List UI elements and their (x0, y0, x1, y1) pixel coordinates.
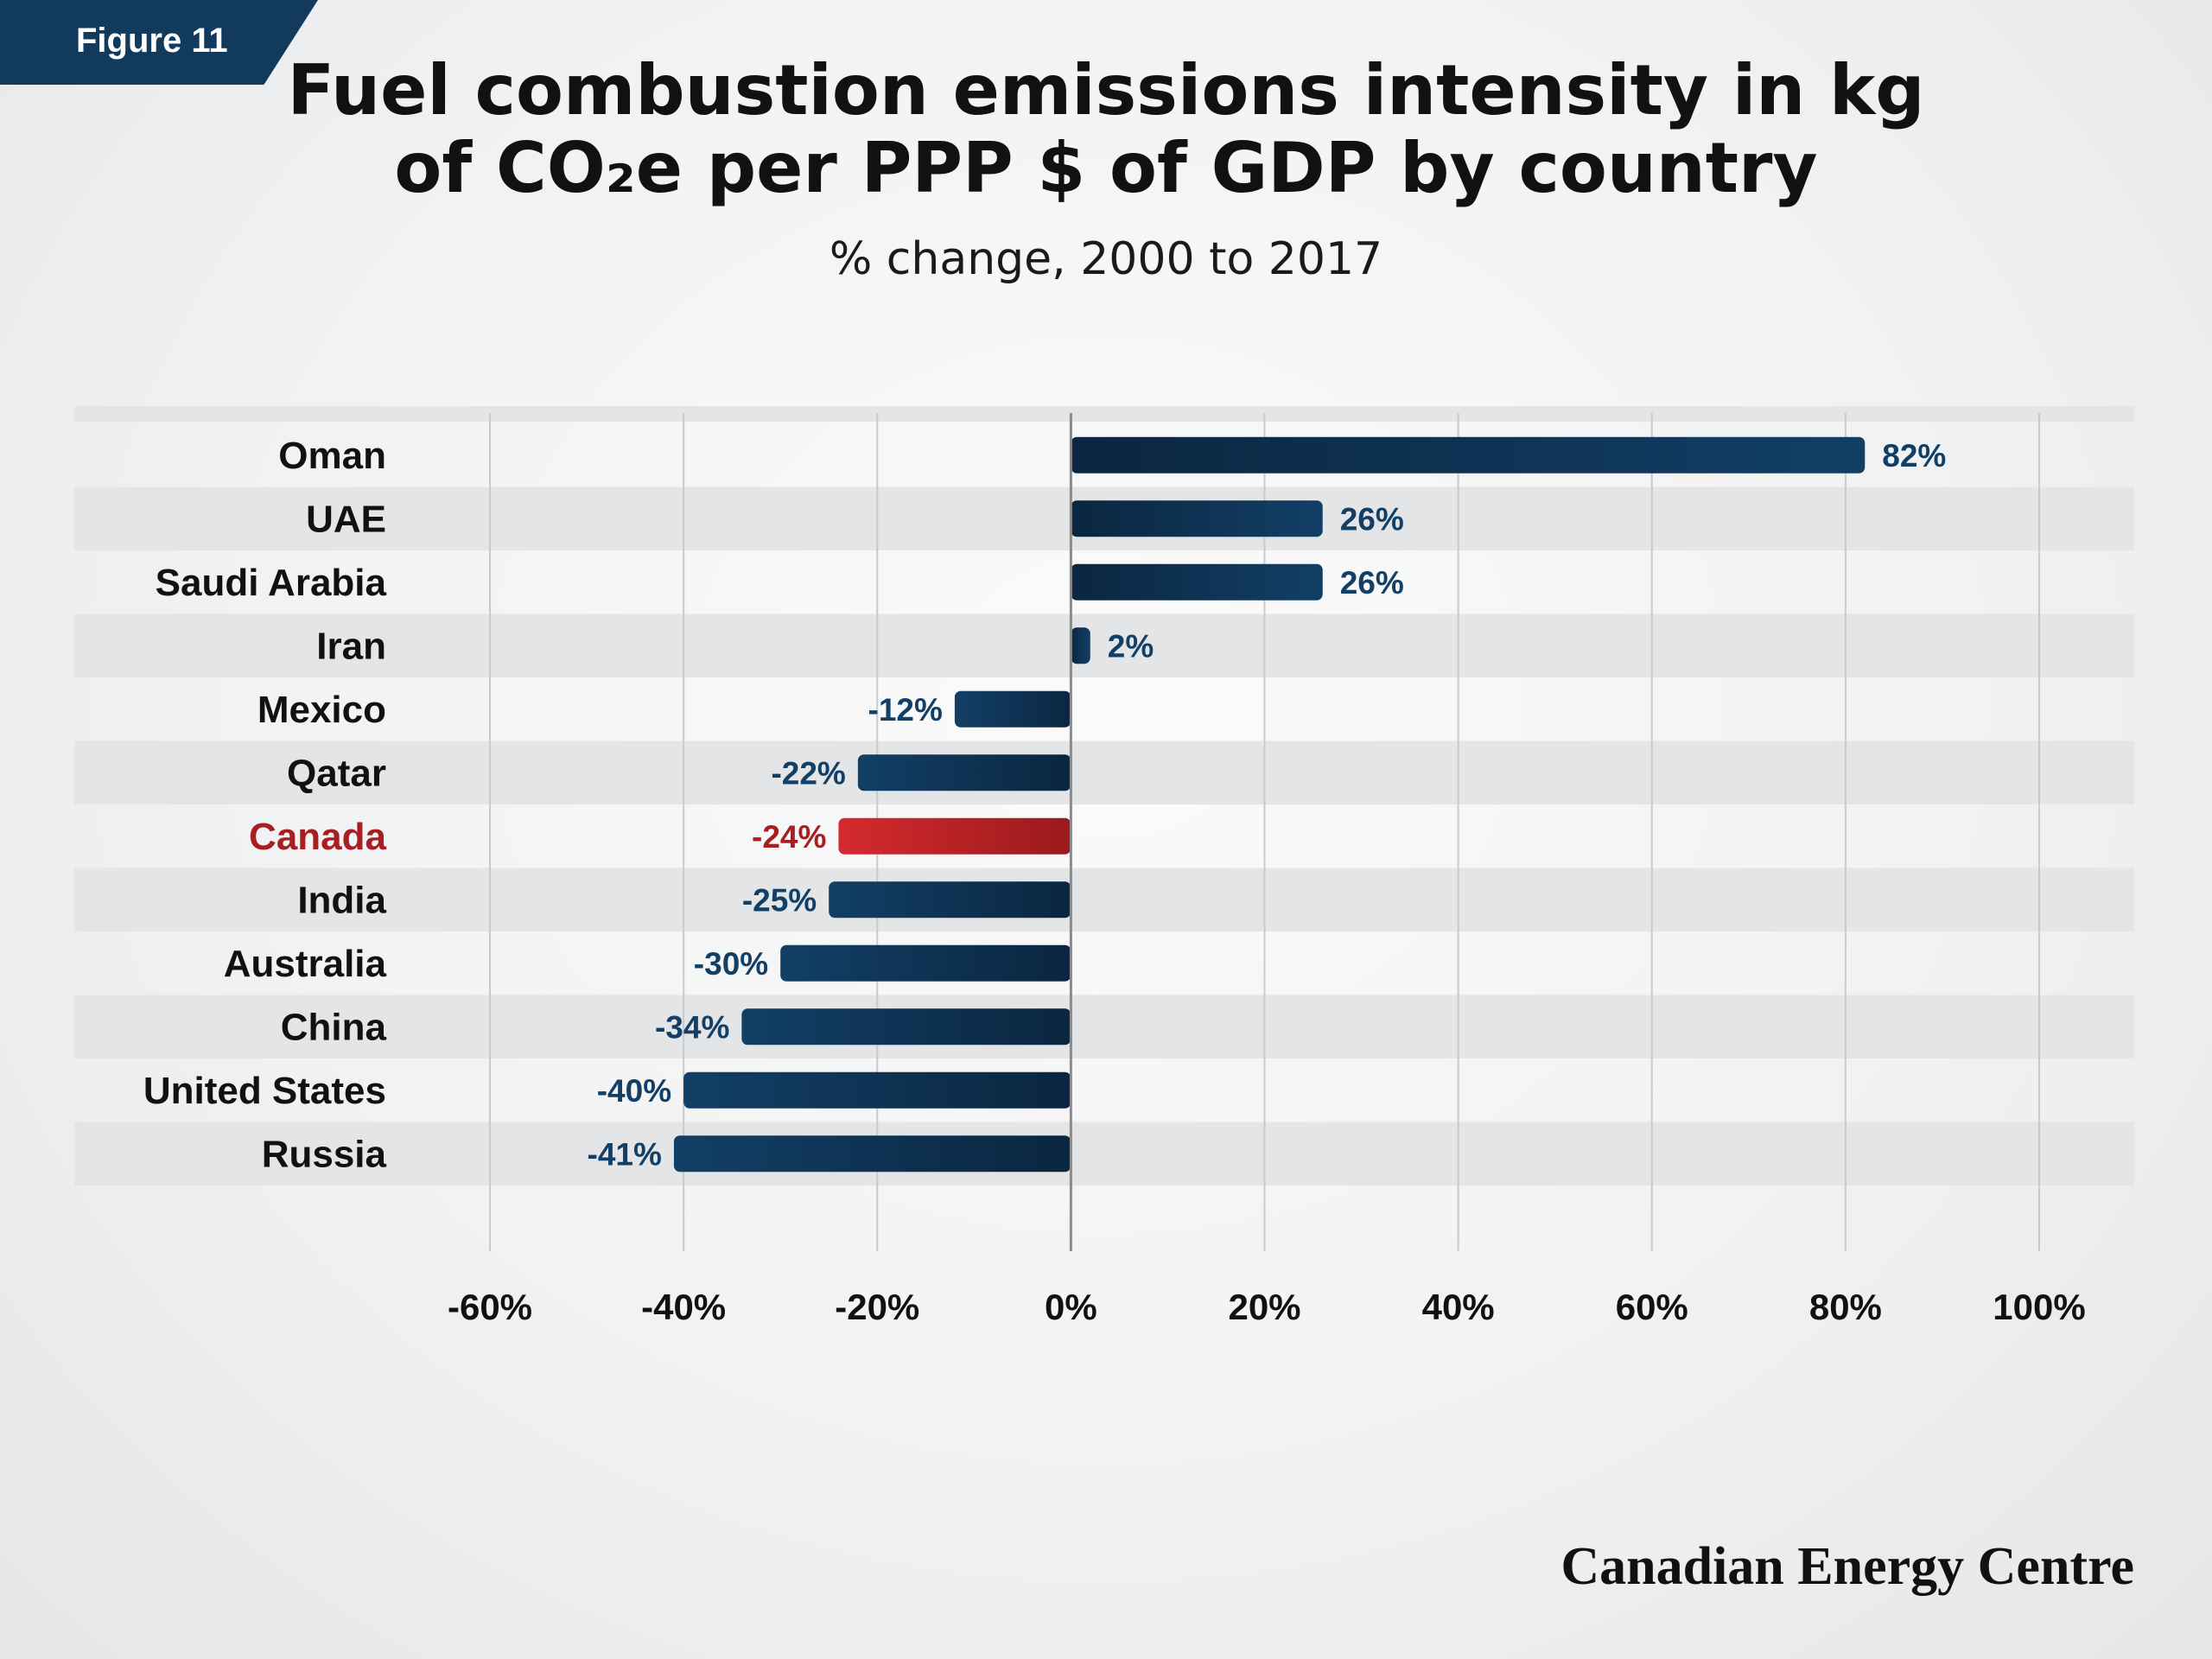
x-tick-label: -20% (835, 1287, 919, 1327)
category-label: Iran (316, 625, 386, 667)
value-label: -24% (752, 819, 826, 855)
x-tick-label: 40% (1422, 1287, 1495, 1327)
value-label: -22% (771, 755, 845, 791)
value-label: -40% (597, 1073, 671, 1109)
category-label: Qatar (287, 752, 386, 794)
category-label: United States (143, 1070, 386, 1112)
bar-saudi-arabia (1071, 563, 1323, 601)
category-label: Oman (278, 435, 386, 477)
bar-uae (1071, 500, 1323, 537)
value-label: -30% (694, 946, 768, 982)
category-label: China (281, 1006, 387, 1048)
value-label: 2% (1108, 628, 1154, 664)
source-credit: Canadian Energy Centre (1560, 1537, 2134, 1596)
value-label: -34% (655, 1009, 729, 1045)
bar-iran (1071, 627, 1090, 664)
category-label: Russia (262, 1133, 387, 1175)
bar-oman (1071, 436, 1866, 474)
figure-label: Figure 11 (76, 22, 228, 60)
bar-canada (838, 817, 1071, 855)
category-label: UAE (306, 498, 386, 540)
value-label: 26% (1340, 501, 1404, 537)
x-tick-label: 80% (1809, 1287, 1882, 1327)
figure-badge (0, 0, 318, 85)
x-tick-label: -40% (641, 1287, 726, 1327)
category-label: India (297, 879, 386, 921)
value-label: -25% (742, 882, 817, 918)
x-tick-label: 60% (1616, 1287, 1688, 1327)
row-band (74, 1122, 2134, 1185)
bar-india (829, 881, 1071, 918)
category-label: Mexico (257, 689, 386, 731)
value-label: 26% (1340, 565, 1404, 601)
category-label: Canada (249, 816, 386, 858)
top-band (74, 406, 2134, 422)
bar-united-states (683, 1071, 1071, 1109)
value-label: -41% (588, 1136, 662, 1172)
category-label: Saudi Arabia (156, 562, 387, 604)
row-band (74, 741, 2134, 804)
value-label: -12% (868, 692, 943, 728)
chart-title: Fuel combustion emissions intensity in k… (287, 50, 1925, 208)
category-label: Australia (224, 943, 387, 985)
bar-qatar (857, 754, 1071, 791)
x-tick-label: 0% (1045, 1287, 1097, 1327)
chart-subtitle: % change, 2000 to 2017 (829, 233, 1383, 285)
value-label: 82% (1882, 438, 1946, 474)
bar-mexico (954, 690, 1071, 728)
row-band (74, 868, 2134, 931)
bar-russia (673, 1135, 1071, 1173)
bar-australia (780, 944, 1071, 982)
x-tick-label: -60% (448, 1287, 532, 1327)
x-tick-label: 100% (1993, 1287, 2085, 1327)
bar-china (741, 1008, 1071, 1046)
x-tick-label: 20% (1228, 1287, 1300, 1327)
row-band (74, 995, 2134, 1058)
row-band (74, 613, 2134, 677)
